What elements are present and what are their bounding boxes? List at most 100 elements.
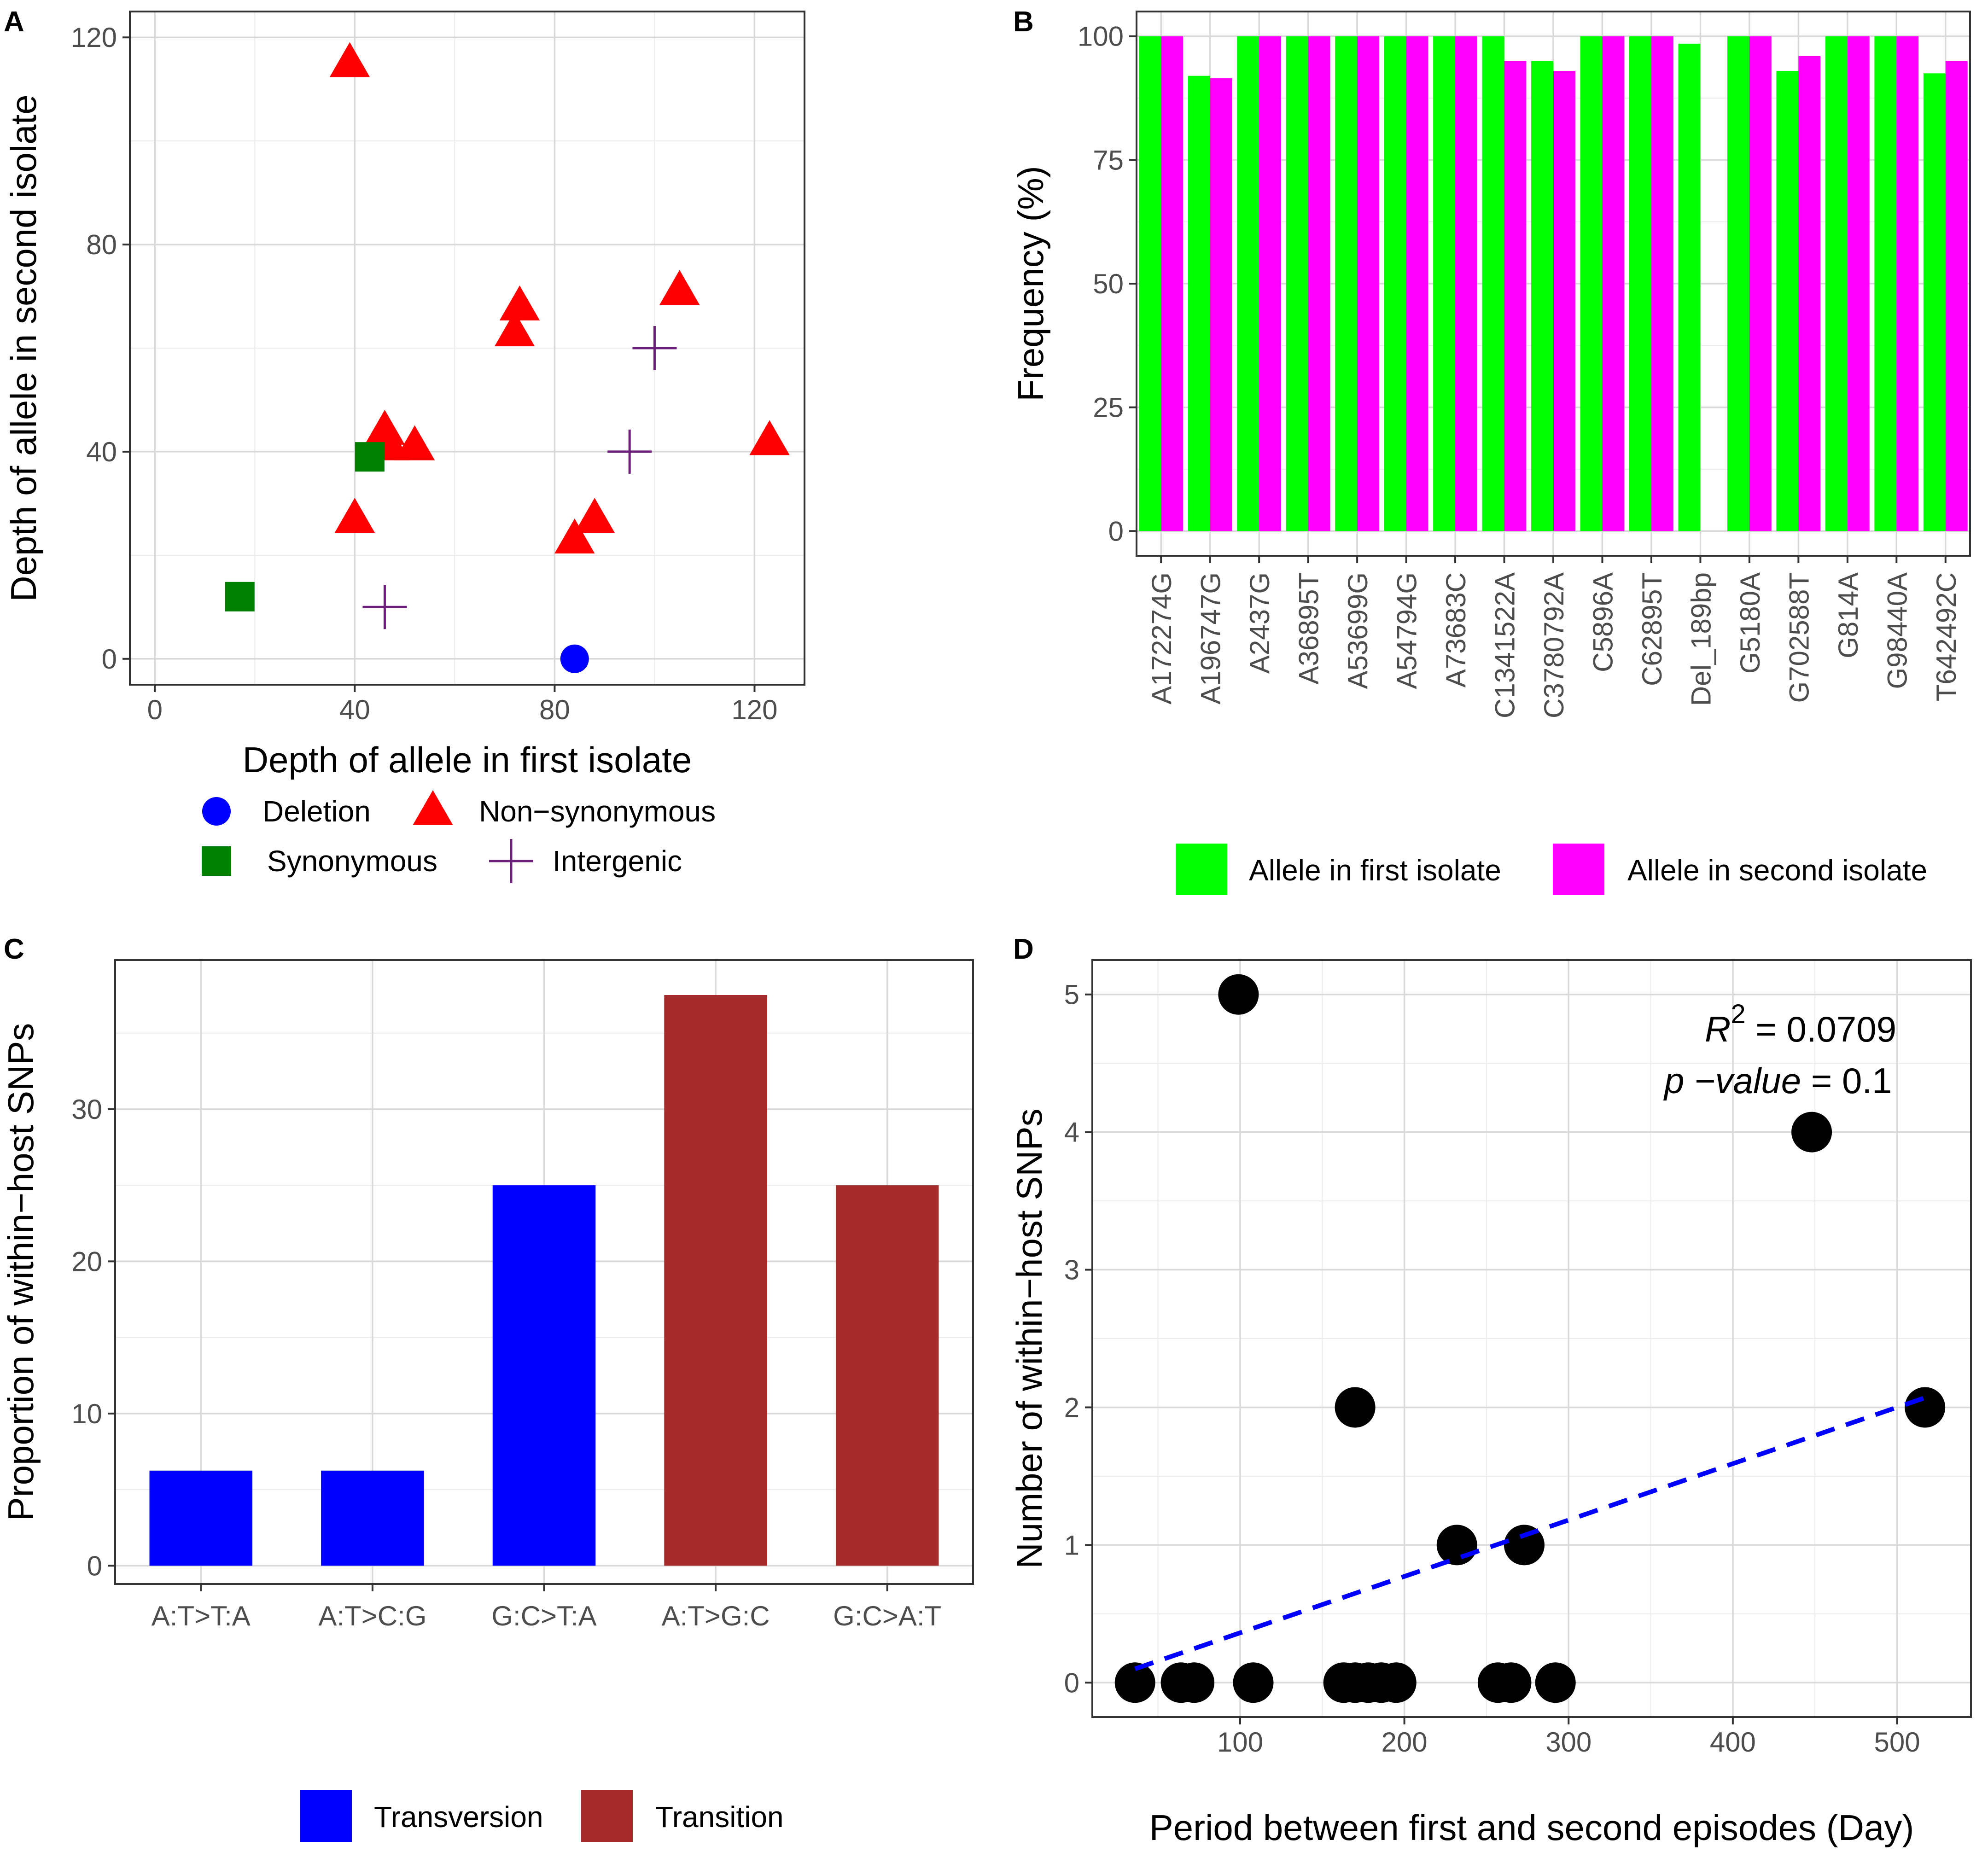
x-tick-label: A53699G xyxy=(1342,572,1373,689)
x-tick-label: 80 xyxy=(539,694,570,725)
bar-first-isolate xyxy=(1580,36,1603,531)
y-tick-label: 20 xyxy=(71,1246,102,1277)
trend-line xyxy=(1134,1395,1926,1671)
legend-label: Deletion xyxy=(262,795,371,828)
plot-border xyxy=(1091,959,1972,1718)
legend-label: Non−synonymous xyxy=(479,795,716,828)
x-axis-title: Period between first and second episodes… xyxy=(1149,1807,1914,1848)
y-axis-title: Number of within−host SNPs xyxy=(1009,1108,1049,1568)
x-tick-label: 500 xyxy=(1874,1727,1920,1758)
synonymous-point xyxy=(225,582,255,611)
legend-label: Transition xyxy=(655,1800,784,1834)
x-tick-label: A:T>G:C xyxy=(662,1601,770,1631)
bar-first-isolate xyxy=(1776,70,1799,531)
x-tick-label: G:C>T:A xyxy=(491,1601,596,1631)
bar-second-isolate xyxy=(1455,36,1477,531)
data-point xyxy=(1905,1387,1946,1428)
r-squared-annotation: R2 = 0.0709 xyxy=(1705,999,1896,1049)
y-tick-label: 75 xyxy=(1093,145,1124,175)
y-tick-label: 0 xyxy=(1108,516,1124,547)
bar-second-isolate xyxy=(1259,36,1282,531)
x-tick-label: C62895T xyxy=(1637,572,1667,686)
bar-transition xyxy=(664,995,767,1566)
y-axis-title: Depth of allele in second isolate xyxy=(3,94,44,601)
bar-second-isolate xyxy=(1308,36,1330,531)
legend-key xyxy=(1176,844,1227,895)
bar-first-isolate xyxy=(1825,36,1848,531)
panel-letter: B xyxy=(1013,6,1034,38)
bar-first-isolate xyxy=(1286,36,1308,531)
non-synonymous-point xyxy=(749,420,790,455)
plot-area: R2 = 0.0709 p −value = 0.1 xyxy=(1114,974,1946,1703)
bar-first-isolate xyxy=(1139,36,1161,531)
y-tick-label: 30 xyxy=(71,1094,102,1125)
y-tick-label: 25 xyxy=(1093,392,1124,423)
x-tick-label: Del_189bp xyxy=(1685,572,1716,706)
bar-transversion xyxy=(492,1185,596,1566)
non-synonymous-point xyxy=(394,425,435,460)
bar-first-isolate xyxy=(1923,73,1946,531)
non-synonymous-point xyxy=(329,42,370,77)
plot-border xyxy=(129,11,805,686)
x-tick-label: 100 xyxy=(1217,1727,1263,1758)
bar-transversion xyxy=(149,1470,253,1566)
x-tick-label: A36895T xyxy=(1294,572,1324,685)
bar-first-isolate xyxy=(1188,76,1210,531)
x-tick-label: A:T>C:G xyxy=(318,1601,426,1631)
panel-c: 0 10 20 30 A:T>T:A A:T>C:G G:C>T:A A:T>G:C G:C>A… xyxy=(0,933,974,1842)
x-tick-label: 300 xyxy=(1545,1727,1592,1758)
data-point xyxy=(1233,1662,1274,1703)
bar-second-isolate xyxy=(1602,36,1625,531)
legend-label: Allele in first isolate xyxy=(1249,854,1501,887)
legend-key-non-synonymous xyxy=(413,790,453,825)
x-tick-label: 200 xyxy=(1382,1727,1428,1758)
bar-second-isolate xyxy=(1406,36,1428,531)
x-tick-label: A2437G xyxy=(1244,572,1275,674)
y-tick-label: 4 xyxy=(1064,1117,1079,1148)
x-tick-label: A172274G xyxy=(1146,572,1177,705)
panel-letter: A xyxy=(4,6,24,38)
y-tick-label: 120 xyxy=(71,22,117,53)
x-tick-label: 120 xyxy=(731,694,777,725)
y-tick-label: 2 xyxy=(1064,1392,1079,1423)
x-tick-label: G702588T xyxy=(1784,572,1814,703)
bar-second-isolate xyxy=(1945,61,1968,531)
non-synonymous-point xyxy=(554,518,595,554)
legend-label: Allele in second isolate xyxy=(1627,854,1927,887)
panel-a: 0 40 80 120 0 40 80 120 Depth of allele in first… xyxy=(3,6,805,883)
y-tick-label: 100 xyxy=(1078,21,1124,52)
panel-b: 0 25 50 75 100 A172274G A196747G A2437G A36895T A… xyxy=(1010,6,1971,895)
x-tick-label: G5180A xyxy=(1735,572,1766,674)
data-point xyxy=(1376,1662,1417,1703)
non-synonymous-point xyxy=(574,498,615,533)
bar-second-isolate xyxy=(1798,56,1821,531)
x-tick-label: 0 xyxy=(147,694,163,725)
data-point xyxy=(1218,974,1259,1015)
y-tick-label: 3 xyxy=(1064,1255,1079,1286)
data-point xyxy=(1791,1112,1832,1153)
y-tick-label: 0 xyxy=(102,644,117,675)
y-tick-label: 10 xyxy=(71,1398,102,1429)
y-tick-label: 0 xyxy=(1064,1667,1079,1698)
data-point xyxy=(1114,1662,1155,1703)
bar-second-isolate xyxy=(1553,70,1575,531)
bar-first-isolate xyxy=(1482,36,1504,531)
bar-first-isolate xyxy=(1384,36,1406,531)
bar-second-isolate xyxy=(1504,61,1527,531)
deletion-point xyxy=(560,644,589,673)
non-synonymous-point xyxy=(659,270,700,305)
y-tick-label: 5 xyxy=(1064,979,1079,1010)
y-axis-title: Frequency (%) xyxy=(1010,166,1051,402)
x-tick-label: 400 xyxy=(1710,1727,1756,1758)
x-tick-label: A:T>T:A xyxy=(152,1601,251,1631)
x-tick-label: G98440A xyxy=(1882,572,1912,689)
bar-first-isolate xyxy=(1335,36,1358,531)
data-point xyxy=(1335,1387,1376,1428)
legend-label: Transversion xyxy=(374,1800,543,1834)
x-tick-label: C5896A xyxy=(1587,572,1618,672)
panel-letter: D xyxy=(1013,933,1034,965)
x-tick-label: A196747G xyxy=(1195,572,1226,705)
panel-letter: C xyxy=(4,933,24,965)
bar-second-isolate xyxy=(1651,36,1673,531)
